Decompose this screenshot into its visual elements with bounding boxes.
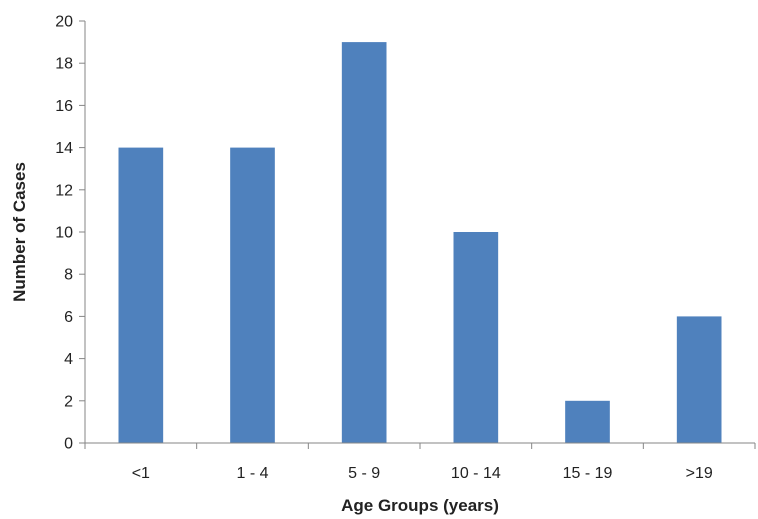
x-tick-label: >19 bbox=[686, 465, 713, 482]
y-tick-label: 10 bbox=[55, 225, 73, 242]
y-tick-label: 0 bbox=[64, 436, 73, 453]
x-tick-label: 10 - 14 bbox=[451, 465, 501, 482]
x-axis-title: Age Groups (years) bbox=[341, 496, 499, 515]
x-tick-label: <1 bbox=[132, 465, 150, 482]
y-tick-label: 4 bbox=[64, 351, 73, 368]
y-axis-title: Number of Cases bbox=[10, 162, 29, 302]
y-tick-label: 14 bbox=[55, 140, 73, 157]
bars bbox=[118, 42, 722, 443]
bar bbox=[230, 147, 275, 443]
y-tick-label: 12 bbox=[55, 182, 73, 199]
bar bbox=[453, 232, 499, 443]
y-tick-label: 16 bbox=[55, 98, 73, 115]
x-tick-label: 15 - 19 bbox=[563, 465, 613, 482]
x-tick-label: 1 - 4 bbox=[236, 465, 268, 482]
x-axis-ticks: <1 1 - 4 5 - 9 10 - 14 15 - 19 >19 bbox=[84, 443, 756, 482]
bar bbox=[341, 42, 387, 443]
bar bbox=[565, 400, 610, 443]
y-tick-label: 6 bbox=[64, 309, 73, 326]
bar bbox=[676, 316, 722, 443]
y-axis-ticks: 0 2 4 6 8 10 12 14 16 18 20 bbox=[55, 14, 85, 453]
x-tick-label: 5 - 9 bbox=[348, 465, 380, 482]
y-tick-label: 2 bbox=[64, 393, 73, 410]
y-tick-label: 8 bbox=[64, 267, 73, 284]
bar bbox=[118, 147, 164, 443]
y-tick-label: 20 bbox=[55, 14, 73, 31]
y-tick-label: 18 bbox=[55, 56, 73, 73]
